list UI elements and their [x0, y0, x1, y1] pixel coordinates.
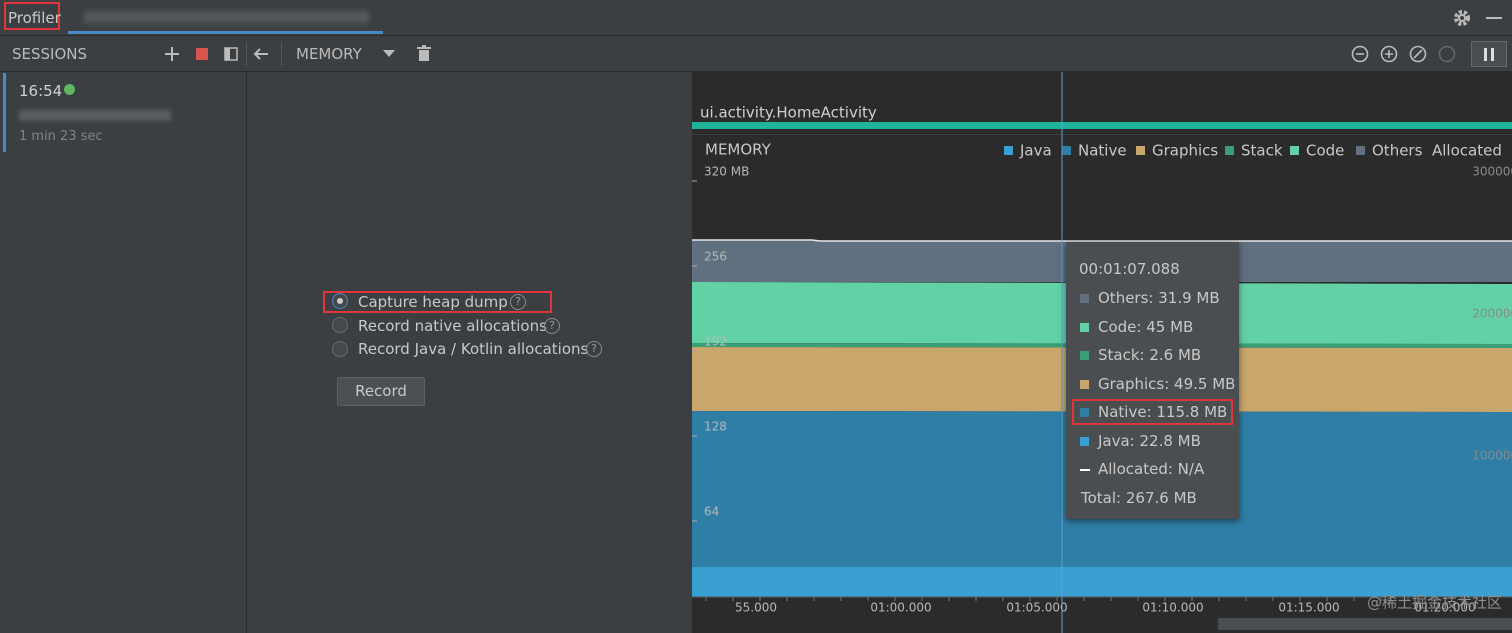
session-duration: 1 min 23 sec	[19, 129, 103, 144]
toolbar: SESSIONS MEMORY	[0, 36, 1512, 72]
y2-tick-label: 300000	[1472, 165, 1512, 179]
x-axis: 55.000 01:00.000 01:05.000 01:10.000 01:15.0…	[705, 597, 1490, 615]
minimize-icon[interactable]	[1486, 17, 1502, 19]
sessions-label: SESSIONS	[12, 45, 88, 63]
tooltip-swatch	[1080, 436, 1089, 446]
settings-icon[interactable]	[1452, 8, 1472, 28]
session-time[interactable]: 16:54	[19, 82, 63, 100]
option-label[interactable]: Record native allocations	[358, 317, 547, 335]
session-selected-bar	[3, 73, 6, 152]
y-tick-label: 64	[704, 505, 719, 519]
tooltip-row: Native: 115.8 MB	[1098, 403, 1228, 421]
title-bar: Profiler	[0, 0, 1512, 36]
separator	[246, 42, 247, 66]
x-tick-label: 01:15.000	[1278, 601, 1339, 615]
sessions-panel: 16:54 1 min 23 sec	[0, 72, 247, 633]
allocated-line	[692, 239, 1512, 242]
view-dropdown[interactable]: MEMORY	[296, 45, 362, 63]
x-tick-label: 01:05.000	[1006, 601, 1067, 615]
scrollbar[interactable]	[1218, 618, 1512, 630]
legend-label: Others	[1372, 142, 1423, 160]
y-tick-label: 128	[704, 420, 727, 434]
divider	[692, 134, 1512, 135]
zoom-controls[interactable]	[1350, 45, 1460, 63]
tooltip-dash	[1080, 469, 1090, 471]
legend-swatch	[1225, 146, 1234, 155]
tooltip: 00:01:07.088 Others: 31.9 MB Code: 45 MB S…	[1066, 242, 1239, 519]
legend-swatch	[1062, 146, 1071, 155]
tooltip-swatch	[1080, 408, 1089, 417]
legend-swatch	[1356, 146, 1365, 155]
tab-title[interactable]: Profiler	[8, 9, 61, 27]
help-icon[interactable]: ?	[586, 341, 602, 357]
radio-button[interactable]	[332, 293, 348, 309]
help-icon[interactable]: ?	[510, 294, 526, 310]
x-tick-label: 01:00.000	[870, 601, 931, 615]
delete-button[interactable]	[417, 45, 431, 62]
back-button[interactable]	[252, 46, 270, 62]
legend-label: Graphics	[1152, 142, 1218, 160]
add-session[interactable]	[164, 46, 180, 62]
tooltip-row: Allocated: N/A	[1098, 460, 1205, 478]
tooltip-swatch	[1080, 351, 1089, 360]
memory-label: MEMORY	[705, 141, 772, 159]
tooltip-swatch	[1080, 379, 1089, 389]
stop-button[interactable]	[196, 48, 208, 60]
live-indicator	[64, 84, 75, 95]
legend-swatch	[1290, 146, 1299, 155]
blurred-tab	[84, 11, 369, 23]
y-tick-label: 320 MB	[704, 165, 749, 179]
highlight-box	[4, 2, 60, 30]
radio-button[interactable]	[332, 317, 348, 333]
tab-underline	[68, 31, 383, 34]
watermark: @稀土掘金技术社区	[1367, 594, 1502, 612]
legend-label: Java	[1019, 142, 1052, 160]
x-tick-label: 55.000	[735, 601, 777, 615]
tooltip-total: Total: 267.6 MB	[1081, 489, 1197, 507]
highlight-box	[1072, 399, 1233, 425]
tooltip-row: Java: 22.8 MB	[1098, 431, 1201, 450]
highlight-box	[323, 291, 552, 313]
legend-label: Stack	[1241, 142, 1283, 160]
record-button[interactable]: Record	[337, 377, 425, 406]
option-label[interactable]: Record Java / Kotlin allocations	[358, 340, 589, 358]
activity-label: ui.activity.HomeActivity	[700, 104, 877, 122]
tooltip-swatch	[1080, 294, 1089, 303]
radio-button[interactable]	[332, 341, 348, 357]
x-tick-label: 01:10.000	[1142, 601, 1203, 615]
y-tick-label: 192	[704, 335, 727, 349]
panel-toggle[interactable]	[224, 47, 238, 61]
legend: Java Native Graphics Stack Code Others Allocat…	[1004, 142, 1502, 160]
y-tick-label: 256	[704, 250, 727, 264]
y-axis: 320 MB 256 192 128 64 300000 200000 100000	[692, 165, 1512, 522]
legend-swatch	[1004, 146, 1013, 155]
legend-label: Allocated	[1432, 142, 1502, 160]
recording-options: Capture heap dump ? Record native alloca…	[247, 72, 692, 633]
option-label[interactable]: Capture heap dump	[358, 293, 508, 311]
blurred-device	[19, 110, 171, 121]
tooltip-time: 00:01:07.088	[1079, 260, 1180, 278]
y2-tick-label: 100000	[1472, 449, 1512, 463]
x-tick-label: 01:20.000	[1414, 601, 1475, 615]
tooltip-row: Code: 45 MB	[1098, 317, 1194, 336]
legend-label: Code	[1306, 142, 1344, 160]
help-icon[interactable]: ?	[544, 318, 560, 334]
tooltip-row: Others: 31.9 MB	[1098, 289, 1220, 307]
separator	[281, 42, 282, 66]
activity-bar	[692, 122, 1512, 129]
pause-button[interactable]	[1471, 41, 1507, 67]
y2-tick-label: 200000	[1472, 307, 1512, 321]
tooltip-row: Graphics: 49.5 MB	[1098, 374, 1236, 393]
java-band	[692, 567, 1512, 597]
dropdown-arrow[interactable]	[383, 50, 395, 58]
tooltip-swatch	[1080, 322, 1089, 332]
legend-label: Native	[1078, 142, 1127, 160]
legend-swatch	[1136, 146, 1145, 155]
tooltip-row: Stack: 2.6 MB	[1098, 346, 1202, 364]
